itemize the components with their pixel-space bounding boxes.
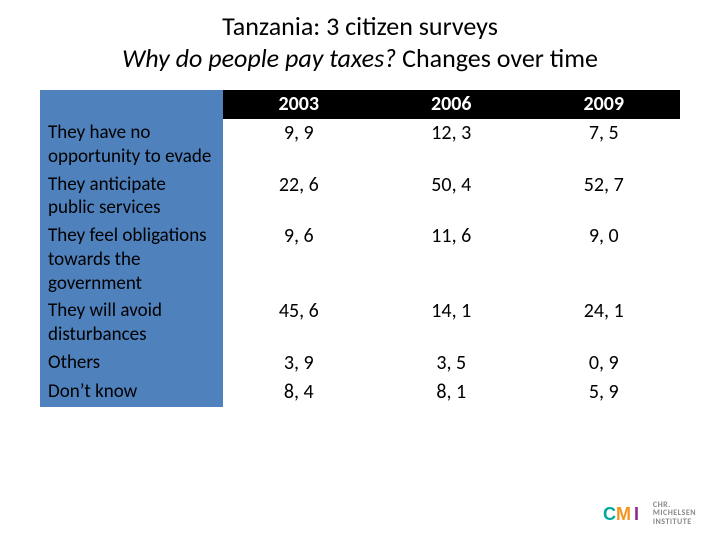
cell: 8, 1 <box>375 378 527 407</box>
table-header: 2003 2006 2009 <box>40 90 680 119</box>
cell: 5, 9 <box>528 378 681 407</box>
header-blank <box>40 90 223 119</box>
cell: 11, 6 <box>375 222 527 297</box>
title-line1: Tanzania: 3 citizen surveys <box>40 10 680 42</box>
row-label: Others <box>40 349 223 378</box>
table-row: They will avoid disturbances 45, 6 14, 1… <box>40 297 680 349</box>
cell: 22, 6 <box>223 171 375 223</box>
cell: 24, 1 <box>528 297 681 349</box>
svg-text:I: I <box>634 504 639 523</box>
row-label: They have no opportunity to evade <box>40 119 223 171</box>
cell: 9, 6 <box>223 222 375 297</box>
cell: 12, 3 <box>375 119 527 171</box>
svg-text:C: C <box>603 504 616 523</box>
title-line2: Why do people pay taxes? Changes over ti… <box>40 42 680 74</box>
title-italic: Why do people pay taxes? <box>122 42 396 74</box>
cell: 3, 9 <box>223 349 375 378</box>
table-row: Don’t know 8, 4 8, 1 5, 9 <box>40 378 680 407</box>
table-row: They anticipate public services 22, 6 50… <box>40 171 680 223</box>
cell: 52, 7 <box>528 171 681 223</box>
cmi-logo: C M I CHR. MICHELSEN INSTITUTE <box>603 501 696 526</box>
cell: 50, 4 <box>375 171 527 223</box>
header-2006: 2006 <box>375 90 527 119</box>
slide-title: Tanzania: 3 citizen surveys Why do peopl… <box>0 0 720 82</box>
logo-sub-line: INSTITUTE <box>653 518 696 526</box>
header-2003: 2003 <box>223 90 375 119</box>
table-row: They have no opportunity to evade 9, 9 1… <box>40 119 680 171</box>
svg-text:M: M <box>616 504 631 523</box>
logo-mark-icon: C M I <box>603 503 647 523</box>
cell: 0, 9 <box>528 349 681 378</box>
survey-table: 2003 2006 2009 They have no opportunity … <box>40 90 680 407</box>
cell: 8, 4 <box>223 378 375 407</box>
row-label: Don’t know <box>40 378 223 407</box>
row-label: They anticipate public services <box>40 171 223 223</box>
row-label: They will avoid disturbances <box>40 297 223 349</box>
title-plain: Changes over time <box>396 42 598 74</box>
cell: 45, 6 <box>223 297 375 349</box>
table-row: They feel obligations towards the govern… <box>40 222 680 297</box>
cell: 14, 1 <box>375 297 527 349</box>
row-label: They feel obligations towards the govern… <box>40 222 223 297</box>
logo-subtitle: CHR. MICHELSEN INSTITUTE <box>653 501 696 526</box>
table-body: They have no opportunity to evade 9, 9 1… <box>40 119 680 407</box>
cell: 9, 9 <box>223 119 375 171</box>
table-row: Others 3, 9 3, 5 0, 9 <box>40 349 680 378</box>
cell: 9, 0 <box>528 222 681 297</box>
header-2009: 2009 <box>528 90 681 119</box>
cell: 3, 5 <box>375 349 527 378</box>
cell: 7, 5 <box>528 119 681 171</box>
